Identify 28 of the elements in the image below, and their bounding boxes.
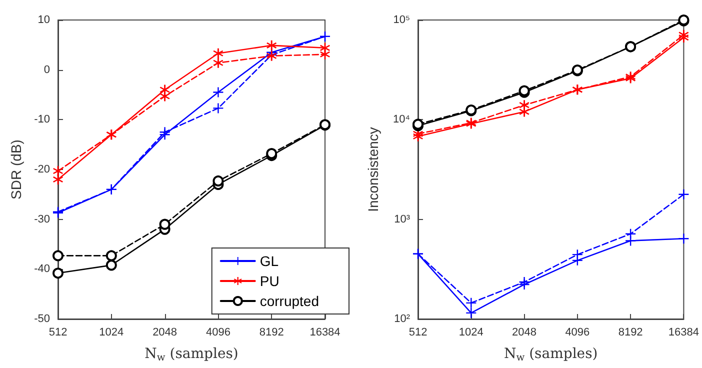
x-tick-label: 16384: [310, 326, 340, 338]
y-tick-label: 10⁵: [393, 14, 410, 26]
y-tick-label: 10⁴: [393, 114, 410, 126]
y-tick-label: 0: [44, 64, 50, 76]
x-tick-label: 1024: [458, 326, 484, 338]
x-tick-label: 8192: [259, 326, 284, 338]
y-tick-label: -10: [34, 114, 50, 126]
x-tick-label: 16384: [668, 326, 700, 338]
legend-label: GL: [260, 253, 279, 269]
y-tick-label: 10²: [394, 313, 410, 325]
y-tick-label: -20: [34, 164, 50, 176]
y-tick-label: 10³: [394, 213, 410, 226]
y-tick-label: -40: [34, 263, 50, 276]
x-tick-label: 512: [48, 326, 68, 338]
legend-label: corrupted: [260, 293, 320, 309]
x-tick-label: 8192: [618, 326, 643, 338]
x-tick-label: 4096: [206, 326, 230, 338]
y-tick-label: 10: [38, 14, 50, 26]
x-tick-label: 2048: [152, 326, 178, 338]
y-tick-label: -50: [34, 313, 50, 325]
y-axis-title: Inconsistency: [365, 127, 381, 212]
x-tick-label: 1024: [99, 326, 124, 338]
x-tick-label: 4096: [565, 326, 590, 338]
x-tick-label: 2048: [512, 326, 537, 338]
y-tick-label: -30: [34, 213, 50, 226]
x-tick-label: 512: [408, 326, 428, 338]
legend-label: PU: [260, 273, 280, 289]
y-axis-title: SDR (dB): [8, 140, 24, 200]
